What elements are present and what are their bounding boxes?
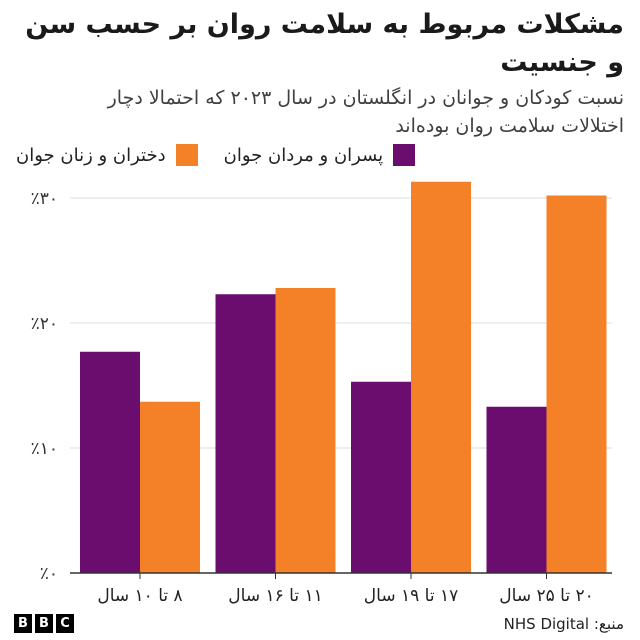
x-tick-label: ۸ تا ۱۰ سال bbox=[97, 586, 182, 606]
bar-girls bbox=[411, 181, 471, 573]
bar-girls bbox=[140, 401, 200, 573]
y-tick-label: ٪۳۰ bbox=[31, 189, 58, 209]
legend-label-boys: پسران و مردان جوان bbox=[223, 144, 384, 166]
bar-boys bbox=[215, 294, 276, 573]
y-tick-label: ٪۱۰ bbox=[31, 439, 58, 459]
bar-boys bbox=[486, 406, 547, 573]
bar-girls bbox=[275, 288, 336, 573]
legend-item-boys: پسران و مردان جوان bbox=[224, 144, 416, 166]
bbc-logo-letter: B bbox=[35, 614, 53, 633]
x-tick-label: ۱۷ تا ۱۹ سال bbox=[364, 586, 458, 606]
footer: B B C منبع: NHS Digital bbox=[0, 610, 640, 640]
chart-title: مشکلات مربوط به سلامت روان بر حسب سن و ج… bbox=[25, 9, 624, 78]
bar-boys bbox=[80, 351, 140, 573]
legend-item-girls: دختران و زنان جوان bbox=[16, 144, 198, 166]
bbc-logo: B B C bbox=[14, 614, 74, 633]
source-note: منبع: NHS Digital bbox=[503, 615, 624, 633]
bbc-logo-letter: C bbox=[56, 614, 74, 633]
x-tick-label: ۱۱ تا ۱۶ سال bbox=[228, 586, 322, 606]
x-tick-label: ۲۰ تا ۲۵ سال bbox=[499, 586, 593, 606]
legend-swatch-boys bbox=[393, 144, 416, 166]
y-tick-label: ٪۰ bbox=[40, 564, 58, 584]
bar-girls bbox=[546, 195, 607, 573]
y-tick-label: ٪۲۰ bbox=[31, 314, 58, 334]
bbc-logo-letter: B bbox=[14, 614, 32, 633]
legend: پسران و مردان جوان دختران و زنان جوان bbox=[16, 142, 624, 168]
legend-label-girls: دختران و زنان جوان bbox=[16, 144, 166, 166]
bar-boys bbox=[351, 381, 411, 573]
chart-subtitle: نسبت کودکان و جوانان در انگلستان در سال … bbox=[107, 87, 624, 137]
legend-swatch-girls bbox=[175, 144, 198, 166]
